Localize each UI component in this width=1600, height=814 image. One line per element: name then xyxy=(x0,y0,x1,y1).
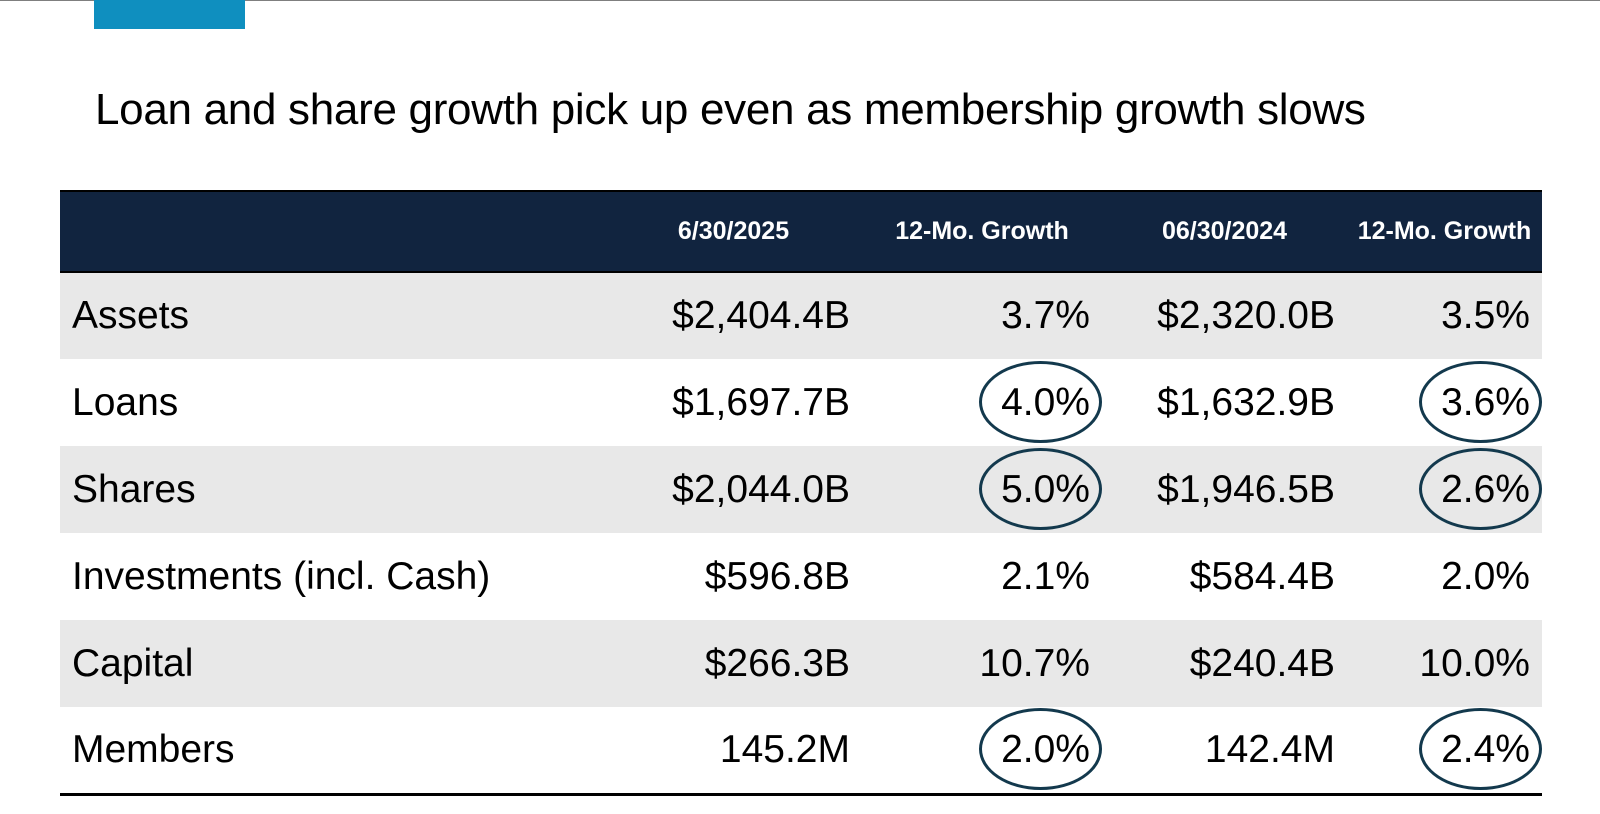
value-2025-cell: $1,697.7B xyxy=(605,359,862,446)
cell-value: 2.0% xyxy=(1441,554,1530,598)
cell-value: 142.4M xyxy=(1204,727,1335,771)
growth-table: 6/30/2025 12-Mo. Growth 06/30/2024 12-Mo… xyxy=(60,190,1542,796)
value-2025-cell: $2,044.0B xyxy=(605,446,862,533)
table-header-row: 6/30/2025 12-Mo. Growth 06/30/2024 12-Mo… xyxy=(60,190,1542,273)
growth-2024-cell: 2.4% xyxy=(1347,707,1542,796)
cell-value: $596.8B xyxy=(704,554,850,598)
header-date-2024: 06/30/2024 xyxy=(1102,190,1347,273)
growth-2025-cell: 3.7% xyxy=(862,272,1102,359)
circled-value: 4.0% xyxy=(979,360,1102,443)
table-row: Capital $266.3B 10.7% $240.4B 10.0% xyxy=(60,620,1542,707)
table-row: Shares $2,044.0B 5.0% $1,946.5B 2.6% xyxy=(60,446,1542,533)
growth-2024-cell: 2.6% xyxy=(1347,446,1542,533)
cell-value: 145.2M xyxy=(719,727,850,771)
value-2025-cell: 145.2M xyxy=(605,707,862,796)
cell-value: 3.7% xyxy=(1001,294,1090,337)
circled-value: 3.6% xyxy=(1419,360,1542,443)
cell-value: $1,632.9B xyxy=(1157,380,1335,424)
header-growth-2024: 12-Mo. Growth xyxy=(1347,190,1542,273)
circled-value: 5.0% xyxy=(979,447,1102,530)
value-2025-cell: $266.3B xyxy=(605,620,862,707)
cell-value: $1,697.7B xyxy=(672,380,850,424)
value-2024-cell: $584.4B xyxy=(1102,533,1347,620)
value-2024-cell: $2,320.0B xyxy=(1102,272,1347,359)
cell-value: 10.0% xyxy=(1419,641,1530,685)
row-label: Shares xyxy=(72,467,196,511)
slide-title: Loan and share growth pick up even as me… xyxy=(95,85,1366,134)
cell-value: $1,946.5B xyxy=(1157,467,1335,511)
row-label: Investments (incl. Cash) xyxy=(72,554,491,598)
value-2024-cell: $240.4B xyxy=(1102,620,1347,707)
cell-value: $240.4B xyxy=(1189,641,1335,685)
growth-2024-cell: 10.0% xyxy=(1347,620,1542,707)
cell-value: 10.7% xyxy=(979,641,1090,685)
table-row: Investments (incl. Cash) $596.8B 2.1% $584.… xyxy=(60,533,1542,620)
growth-2025-cell: 2.1% xyxy=(862,533,1102,620)
value-2024-cell: $1,632.9B xyxy=(1102,359,1347,446)
cell-value: $2,320.0B xyxy=(1157,294,1335,337)
growth-2024-cell: 2.0% xyxy=(1347,533,1542,620)
growth-2025-cell: 5.0% xyxy=(862,446,1102,533)
value-2024-cell: 142.4M xyxy=(1102,707,1347,796)
top-rule xyxy=(0,0,1600,1)
growth-table-container: 6/30/2025 12-Mo. Growth 06/30/2024 12-Mo… xyxy=(60,190,1542,796)
header-date-2025: 6/30/2025 xyxy=(605,190,862,273)
cell-value: 2.1% xyxy=(1001,554,1090,598)
header-growth-2025: 12-Mo. Growth xyxy=(862,190,1102,273)
growth-2025-cell: 2.0% xyxy=(862,707,1102,796)
circled-value: 2.6% xyxy=(1419,447,1542,530)
cell-value: 3.5% xyxy=(1441,294,1530,337)
row-label: Members xyxy=(60,707,605,796)
row-label: Capital xyxy=(72,641,194,685)
circled-value: 2.0% xyxy=(979,707,1102,790)
growth-2025-cell: 4.0% xyxy=(862,359,1102,446)
cell-value: $2,404.4B xyxy=(672,294,850,337)
table-row: Loans $1,697.7B 4.0% $1,632.9B 3.6% xyxy=(60,359,1542,446)
row-label: Loans xyxy=(72,380,179,424)
cell-value: $2,044.0B xyxy=(672,467,850,511)
cell-value: $584.4B xyxy=(1189,554,1335,598)
table-row: Members 145.2M 2.0% 142.4M 2.4% xyxy=(60,707,1542,796)
table-body: Assets $2,404.4B 3.7% $2,320.0B 3.5% Loans $1,… xyxy=(60,272,1542,796)
row-label: Assets xyxy=(72,294,190,337)
cell-value: $266.3B xyxy=(704,641,850,685)
growth-2025-cell: 10.7% xyxy=(862,620,1102,707)
value-2025-cell: $596.8B xyxy=(605,533,862,620)
growth-2024-cell: 3.5% xyxy=(1347,272,1542,359)
value-2024-cell: $1,946.5B xyxy=(1102,446,1347,533)
table-row: Assets $2,404.4B 3.7% $2,320.0B 3.5% xyxy=(60,272,1542,359)
value-2025-cell: $2,404.4B xyxy=(605,272,862,359)
growth-2024-cell: 3.6% xyxy=(1347,359,1542,446)
circled-value: 2.4% xyxy=(1419,707,1542,790)
accent-bar xyxy=(94,0,245,29)
header-label-column xyxy=(60,190,605,273)
